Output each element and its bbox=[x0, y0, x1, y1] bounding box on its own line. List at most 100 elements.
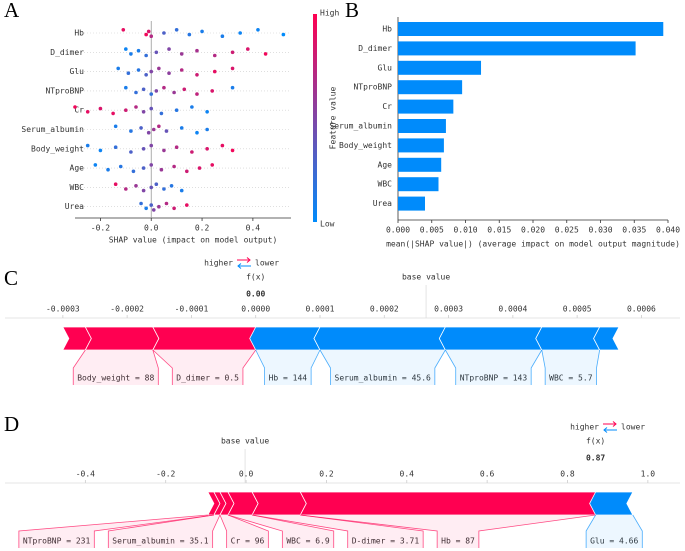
dot bbox=[246, 47, 250, 51]
legend-arrow-right bbox=[237, 257, 251, 263]
dot bbox=[154, 50, 159, 55]
dot bbox=[124, 108, 128, 112]
dot bbox=[169, 184, 174, 188]
x-tick-label: 0.0 bbox=[239, 470, 254, 479]
label-connector bbox=[219, 514, 269, 548]
dot bbox=[238, 31, 242, 35]
dot bbox=[98, 106, 103, 111]
y-tick-label: D_dimer bbox=[50, 48, 84, 57]
dot bbox=[210, 163, 215, 167]
dot bbox=[149, 106, 154, 111]
dot bbox=[134, 184, 138, 188]
x-tick-label: 0.4 bbox=[246, 224, 261, 233]
y-tick-label: Cr bbox=[74, 106, 84, 115]
label-connector-fill bbox=[252, 515, 424, 548]
y-tick-label: NTproBNP bbox=[353, 83, 392, 92]
label-connector-fill bbox=[18, 515, 214, 548]
y-tick-label: Age bbox=[70, 164, 85, 173]
force-segment bbox=[313, 326, 447, 351]
dot bbox=[146, 130, 151, 135]
dot bbox=[210, 89, 215, 93]
y-tick-label: Hb bbox=[74, 29, 84, 38]
dot bbox=[205, 110, 209, 114]
label-connector-fill bbox=[255, 350, 320, 385]
label-connector bbox=[227, 514, 335, 548]
bar bbox=[398, 80, 463, 95]
dot bbox=[136, 48, 141, 53]
panel-label: C bbox=[4, 266, 18, 290]
dot bbox=[113, 182, 118, 186]
y-tick-label: Urea bbox=[65, 202, 84, 211]
dot bbox=[159, 111, 164, 116]
label-connector-fill bbox=[445, 350, 542, 385]
legend-lower: lower bbox=[255, 259, 279, 268]
dot bbox=[141, 110, 146, 114]
bar bbox=[398, 99, 454, 114]
bar bbox=[398, 157, 442, 172]
label-connector-fill bbox=[541, 350, 600, 385]
label-connector-fill bbox=[219, 515, 269, 548]
dot bbox=[85, 143, 90, 148]
x-tick-label: 0.2 bbox=[319, 470, 334, 479]
force-segment bbox=[593, 326, 620, 351]
dot bbox=[121, 28, 126, 32]
dot bbox=[136, 68, 141, 72]
dot bbox=[151, 208, 156, 212]
x-tick-label: 0.0004 bbox=[498, 305, 527, 314]
x-tick-label: 0.4 bbox=[400, 470, 415, 479]
dot bbox=[164, 129, 169, 133]
fx-label: f(x) bbox=[246, 273, 265, 282]
dot bbox=[212, 53, 217, 58]
x-axis-label: mean(|SHAP value|) (average impact on mo… bbox=[386, 240, 680, 249]
fx-value: 0.00 bbox=[246, 290, 265, 299]
fx-value: 0.87 bbox=[586, 454, 605, 463]
dot bbox=[146, 29, 151, 34]
dot bbox=[164, 201, 169, 206]
y-tick-label: Glu bbox=[70, 67, 85, 76]
dot bbox=[197, 166, 202, 170]
x-tick-label: 0.0005 bbox=[563, 305, 592, 314]
colorbar-low: Low bbox=[320, 220, 335, 229]
label-connector bbox=[252, 514, 424, 548]
dot bbox=[129, 52, 133, 56]
x-tick-label: 0.0001 bbox=[306, 305, 335, 314]
dot bbox=[154, 182, 159, 186]
label-connector bbox=[300, 514, 596, 548]
dot bbox=[174, 28, 179, 32]
dot bbox=[113, 145, 118, 149]
dot bbox=[93, 163, 98, 167]
feature-label: Glu = 4.66 bbox=[590, 537, 638, 546]
y-tick-label: Age bbox=[378, 160, 393, 169]
dot bbox=[220, 34, 225, 38]
dot bbox=[157, 204, 161, 209]
dot bbox=[195, 92, 199, 96]
label-connector bbox=[152, 349, 257, 385]
dot bbox=[185, 169, 189, 174]
y-tick-label: WBC bbox=[378, 180, 393, 189]
dot bbox=[167, 71, 171, 75]
feature-label: Body_weight = 88 bbox=[77, 374, 154, 383]
dot bbox=[149, 69, 154, 74]
x-tick-label: 0.8 bbox=[560, 470, 575, 479]
bar bbox=[398, 60, 482, 75]
dot bbox=[141, 166, 146, 170]
feature-label: Serum_albumin = 45.6 bbox=[335, 374, 432, 383]
x-tick-label: -0.2 bbox=[91, 224, 110, 233]
dot bbox=[174, 145, 179, 149]
feature-label: Hb = 144 bbox=[269, 374, 308, 383]
x-tick-label: 0.010 bbox=[453, 226, 477, 235]
dot bbox=[157, 66, 161, 71]
dot bbox=[256, 28, 260, 32]
dot bbox=[167, 47, 171, 51]
dot bbox=[149, 163, 154, 167]
dot bbox=[141, 87, 146, 92]
dot bbox=[139, 201, 143, 206]
label-connector-fill bbox=[586, 515, 643, 548]
y-tick-label: Glu bbox=[378, 63, 393, 72]
panel-label: D bbox=[4, 412, 19, 436]
label-connector bbox=[585, 514, 643, 548]
dot bbox=[172, 90, 176, 95]
dot bbox=[144, 73, 148, 77]
legend-lower: lower bbox=[621, 423, 645, 432]
